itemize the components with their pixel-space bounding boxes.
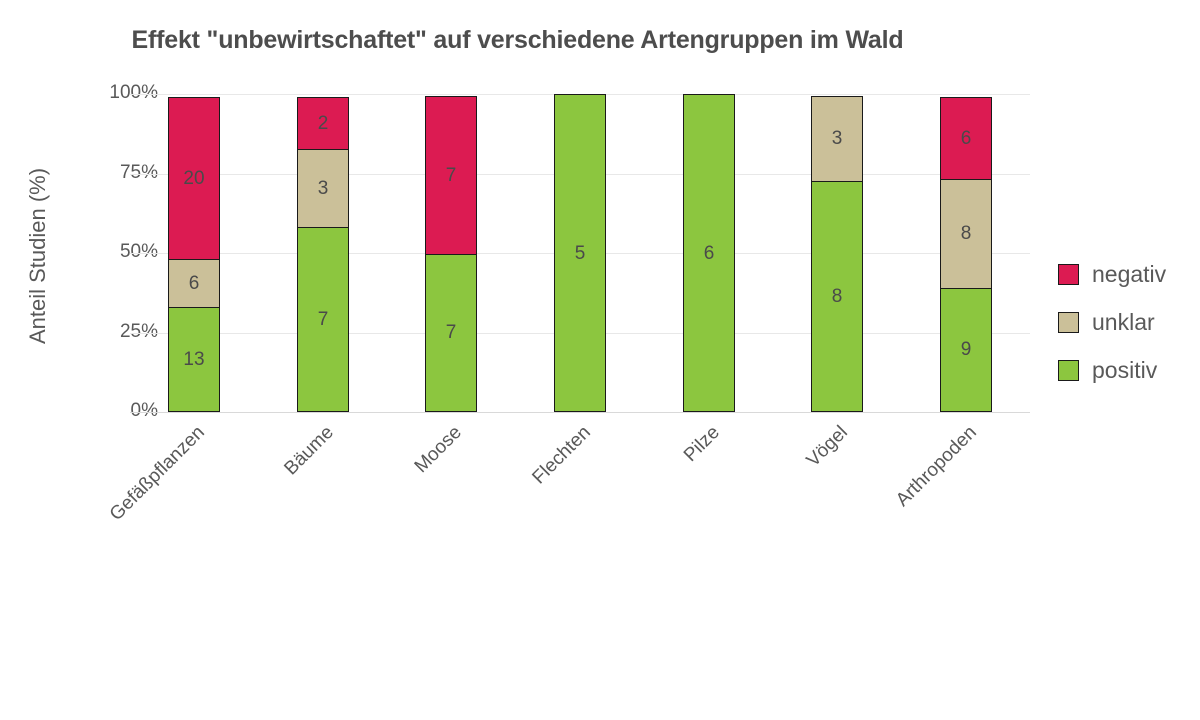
y-tick-label: 25%: [119, 320, 158, 342]
legend-item-unklar[interactable]: unklar: [1058, 298, 1166, 346]
bar-segment-positiv[interactable]: 8: [811, 180, 863, 412]
bar-segment-unklar[interactable]: 3: [297, 148, 349, 229]
bar-stack: 9 8 6: [940, 94, 992, 412]
legend-label: unklar: [1092, 308, 1155, 335]
legend-swatch-negativ: [1058, 263, 1079, 285]
bar-value-label: 9: [960, 339, 972, 361]
bar-value-label: 6: [188, 272, 200, 294]
bar-segment-positiv[interactable]: 7: [297, 226, 349, 412]
y-tick-label: 0%: [130, 400, 158, 421]
bar-segment-negativ[interactable]: 7: [425, 95, 477, 255]
stacked-bar-chart: Effekt "unbewirtschaftet" auf verschiede…: [25, 26, 1166, 525]
x-tick-label: Moose: [410, 422, 466, 478]
chart-title: Effekt "unbewirtschaftet" auf verschiede…: [131, 26, 904, 54]
bar-value-label: 13: [183, 348, 205, 370]
bar-value-label: 7: [445, 164, 457, 186]
y-tick-label: 75%: [119, 161, 158, 183]
x-tick-label: Pilze: [679, 422, 724, 466]
bar-segment-unklar[interactable]: 8: [940, 178, 992, 290]
legend-label: negativ: [1092, 260, 1167, 287]
bar-stack: 6: [683, 94, 735, 412]
gridline: [130, 412, 1030, 413]
bar-group[interactable]: 5: [554, 94, 606, 412]
bar-segment-positiv[interactable]: 7: [425, 253, 477, 412]
bar-segment-positiv[interactable]: 9: [940, 287, 992, 412]
y-tick-label: 100%: [109, 82, 158, 103]
bar-value-label: 8: [831, 285, 843, 307]
bar-stack: 5: [554, 94, 606, 412]
legend-label: positiv: [1092, 356, 1158, 383]
bar-segment-positiv[interactable]: 6: [683, 94, 735, 412]
bar-stack: 7 3 2: [297, 94, 349, 412]
bar-segment-positiv[interactable]: 13: [168, 306, 220, 412]
bar-value-label: 8: [960, 223, 972, 245]
bar-value-label: 7: [445, 322, 457, 343]
bar-segment-unklar[interactable]: 3: [811, 95, 863, 183]
bar-value-label: 2: [317, 113, 329, 135]
legend-item-negativ[interactable]: negativ: [1058, 250, 1166, 298]
bar-group[interactable]: 13 6 20: [168, 94, 220, 412]
y-tick-label: 50%: [119, 241, 158, 262]
bar-stack: 13 6 20: [168, 94, 220, 412]
bar-value-label: 20: [183, 168, 205, 190]
bar-segment-negativ[interactable]: 2: [297, 97, 349, 151]
bar-value-label: 3: [317, 177, 329, 199]
plot-area: 13 6 20 7 3 2 7 7 5 6 8 3 9 8 6: [130, 94, 1030, 413]
bar-value-label: 3: [831, 128, 843, 150]
bar-value-label: 6: [703, 242, 715, 264]
bar-group[interactable]: 9 8 6: [940, 94, 992, 412]
chart-legend: negativ unklar positiv: [1058, 250, 1166, 394]
bar-value-label: 5: [574, 242, 586, 264]
x-tick-label: Arthropoden: [892, 422, 981, 511]
legend-swatch-positiv: [1058, 359, 1079, 381]
bar-segment-positiv[interactable]: 5: [554, 94, 606, 412]
bar-segment-unklar[interactable]: 6: [168, 258, 220, 308]
bar-value-label: 6: [960, 128, 972, 150]
bar-group[interactable]: 7 3 2: [297, 94, 349, 412]
x-tick-label: Vögel: [802, 422, 852, 472]
x-tick-label: Flechten: [528, 422, 595, 489]
legend-item-positiv[interactable]: positiv: [1058, 346, 1166, 394]
bar-value-label: 7: [317, 308, 329, 330]
bar-group[interactable]: 6: [683, 94, 735, 412]
legend-swatch-unklar: [1058, 311, 1079, 333]
bar-segment-negativ[interactable]: 20: [168, 97, 220, 261]
y-axis-title: Anteil Studien (%): [25, 167, 50, 345]
x-tick-label: Bäume: [280, 422, 338, 480]
bar-segment-negativ[interactable]: 6: [940, 97, 992, 181]
